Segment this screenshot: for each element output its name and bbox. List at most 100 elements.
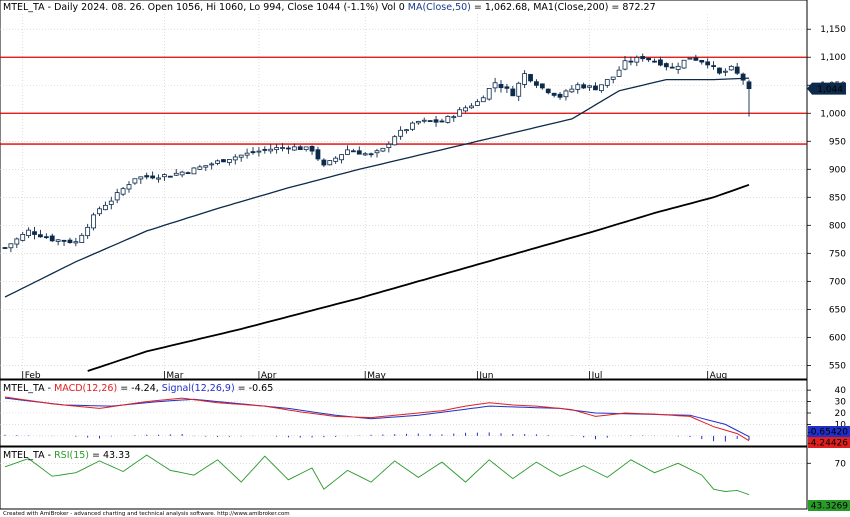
rsi-header-symbol: MTEL_TA [3, 450, 45, 461]
price-ytick-label: 1,150 [820, 25, 846, 35]
candle-body [156, 177, 161, 180]
candle-body [144, 175, 150, 178]
rsi-panel: 70 43.3269 MTEL_TA - RSI(15) = 43.33 [0, 446, 850, 512]
rsi-value-box: 43.3269 [808, 500, 850, 512]
candle-body [616, 69, 622, 77]
candle-body [569, 88, 575, 93]
signal-value: = -0.65 [235, 383, 274, 394]
candle-body [268, 148, 274, 152]
candle-body [356, 150, 362, 155]
month-label: Jul [591, 371, 603, 381]
price-ytick-label: 950 [829, 137, 846, 147]
candle-body [102, 204, 108, 211]
candle-body [575, 84, 581, 90]
candle-body [286, 147, 291, 150]
candle-body [8, 243, 14, 249]
candle-body [20, 234, 26, 241]
rsi-value: = 43.33 [89, 450, 130, 461]
price-ytick-label: 750 [829, 249, 846, 259]
candle-body [528, 74, 533, 82]
month-label: Aug [710, 371, 728, 381]
candle-body [722, 70, 728, 73]
macd-value-box [808, 437, 850, 448]
macd-header-symbol: MTEL_TA [3, 383, 45, 394]
rsi-y-axis: 70 [807, 459, 846, 469]
candle-body [315, 149, 321, 160]
candle-body [646, 57, 652, 61]
price-header: MTEL_TA - Daily 2024. 08. 26. Open 1056,… [3, 2, 656, 13]
ma50-label: MA(Close,50) [408, 2, 471, 13]
price-ytick-label: 1,100 [820, 53, 846, 63]
candle-body [2, 247, 8, 249]
candle-body [581, 84, 587, 89]
candle-body [380, 147, 386, 152]
candle-body [457, 109, 463, 117]
candle-body [114, 192, 120, 201]
candle-body [604, 79, 610, 86]
price-grid [0, 14, 807, 379]
rsi-ytick-label: 70 [835, 459, 847, 469]
signal-value-box-text: -0.65420 [808, 428, 849, 438]
month-label: Feb [25, 371, 41, 381]
rsi-label: RSI(15) [54, 450, 89, 461]
candle-body [226, 159, 232, 163]
rsi-value-box-bg [808, 500, 850, 511]
candle-body [433, 119, 439, 123]
last-price-box: 1,044 [807, 82, 846, 95]
candle-body [421, 119, 427, 122]
signal-label: Signal(12,26,9) [162, 383, 235, 394]
ma50-line [4, 77, 750, 298]
candle-body [634, 57, 640, 63]
rsi-value-box-text: 43.3269 [811, 502, 848, 512]
candle-body [162, 174, 167, 178]
ma200-label: MA1(Close,200) [533, 2, 608, 13]
signal-value-box [808, 426, 850, 437]
candle-body [14, 238, 20, 245]
candle-body [711, 65, 716, 67]
macd-value-boxes: -0.65420-4.24426 [808, 426, 850, 449]
candle-body [274, 147, 280, 151]
candle-body [126, 184, 132, 190]
candle-body [663, 63, 669, 68]
candle-body [26, 229, 32, 236]
candle-body [427, 120, 433, 122]
candle-body [451, 116, 457, 119]
candle-body [539, 83, 545, 89]
last-price-marker [807, 82, 846, 95]
candle-body [410, 122, 415, 130]
candle-body [197, 166, 203, 170]
price-x-axis: Feb Mar Apr May Jun Jul Aug [22, 371, 728, 381]
candle-body [150, 175, 156, 179]
candle-body [392, 136, 398, 146]
candle-body [717, 67, 722, 74]
candle-body [368, 153, 374, 156]
candle-body [610, 76, 616, 80]
candle-body [415, 121, 421, 124]
price-ytick-label: 800 [829, 221, 846, 231]
price-ytick-label: 900 [829, 165, 846, 175]
candle-body [256, 150, 262, 153]
month-label: Mar [166, 371, 183, 381]
rsi-path [4, 454, 750, 496]
candle-body [598, 84, 604, 91]
candle-body [303, 146, 309, 150]
price-y-axis: 5506006507007508008509009501,0001,0501,1… [807, 25, 846, 371]
ma200-path [87, 183, 750, 372]
candle-body [498, 84, 504, 89]
last-price-text: 1,044 [817, 85, 843, 95]
price-ytick-label: 700 [829, 277, 846, 287]
macd-lines [4, 396, 750, 442]
candle-body [746, 81, 752, 89]
candle-body [386, 143, 392, 148]
candle-body [55, 239, 61, 242]
candle-body [740, 73, 746, 81]
candle-body [108, 200, 114, 205]
macd-header-prefix: - [45, 383, 54, 394]
candle-body [191, 167, 197, 175]
candle-body [563, 90, 569, 98]
candle-body [345, 149, 350, 155]
candle-body [91, 214, 96, 229]
candle-body [179, 171, 185, 176]
candle-body [658, 59, 663, 66]
